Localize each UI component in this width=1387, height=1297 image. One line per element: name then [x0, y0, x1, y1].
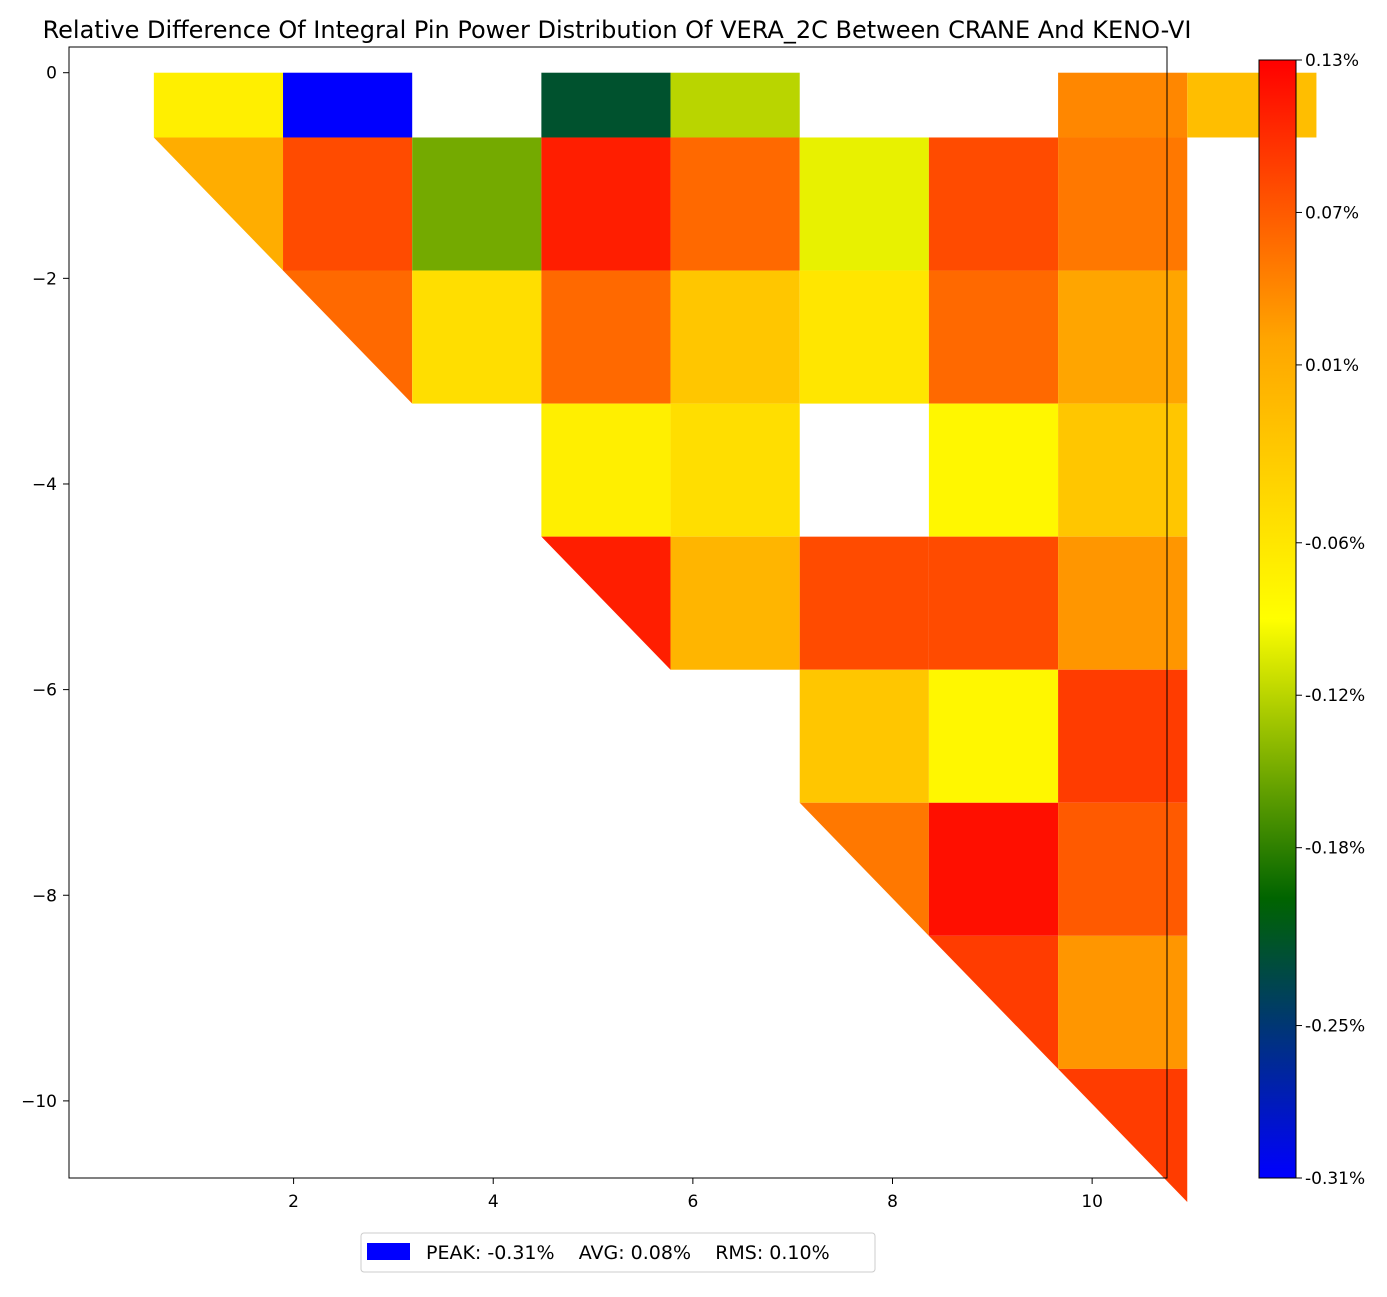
colorbar-tick-label: 0.13% — [1305, 51, 1359, 71]
heatmap-cells — [153, 72, 1317, 1202]
y-tick-label: −6 — [32, 681, 57, 701]
x-tick-label: 8 — [887, 1192, 898, 1212]
heatmap-cell — [928, 669, 1059, 803]
heatmap-cell — [799, 536, 929, 670]
plot-frame — [68, 46, 1168, 1179]
x-axis-ticks: 2 4 6 8 10 — [288, 1178, 1103, 1212]
heatmap-cell — [541, 137, 671, 271]
heatmap-cell — [1058, 137, 1188, 271]
heatmap-cell — [1058, 802, 1188, 936]
heatmap-cell — [1058, 935, 1188, 1069]
heatmap-cell — [928, 802, 1059, 936]
y-tick-label: −8 — [32, 886, 57, 906]
heatmap-cell — [1058, 270, 1188, 404]
legend-swatch — [367, 1243, 410, 1260]
colorbar-tick-label: 0.01% — [1305, 356, 1359, 376]
x-tick-label: 10 — [1081, 1192, 1103, 1212]
heatmap-cell — [153, 72, 284, 138]
legend-stats-text: PEAK: -0.31% AVG: 0.08% RMS: 0.10% — [426, 1242, 830, 1264]
heatmap-cell — [541, 536, 671, 670]
heatmap-cell — [928, 270, 1059, 404]
y-tick-label: 0 — [46, 64, 57, 84]
heatmap-cell — [541, 72, 671, 138]
heatmap-cell — [1058, 72, 1188, 138]
stats-legend: PEAK: -0.31% AVG: 0.08% RMS: 0.10% — [360, 1232, 876, 1273]
heatmap-cell — [412, 270, 542, 404]
heatmap-cell — [670, 536, 800, 670]
heatmap-cell — [283, 270, 413, 404]
heatmap-cell — [1058, 669, 1188, 803]
colorbar-tick-label: 0.07% — [1305, 203, 1359, 223]
heatmap-cell — [670, 270, 800, 404]
heatmap-cell — [799, 802, 929, 936]
heatmap-cell — [153, 137, 284, 271]
heatmap-cell — [541, 403, 671, 537]
heatmap-cell — [1058, 1068, 1188, 1202]
heatmap-cell — [928, 536, 1059, 670]
heatmap-cell — [928, 137, 1059, 271]
legend-frame — [360, 1232, 876, 1273]
colorbar-tick-label: -0.25% — [1305, 1017, 1365, 1037]
chart-title: Relative Difference Of Integral Pin Powe… — [43, 16, 1192, 44]
heatmap-cell — [1187, 72, 1317, 138]
heatmap-cell — [799, 669, 929, 803]
heatmap-cell — [799, 270, 929, 404]
heatmap-cell — [928, 403, 1059, 537]
heatmap-cell — [1058, 536, 1188, 670]
heatmap-cell — [283, 137, 413, 271]
heatmap-cell — [928, 935, 1059, 1069]
heatmap-cell — [1058, 403, 1188, 537]
heatmap-cell — [412, 137, 542, 271]
y-tick-label: −2 — [32, 269, 57, 289]
heatmap-cell — [670, 403, 800, 537]
heatmap-cell — [799, 137, 929, 271]
y-tick-label: −4 — [32, 475, 57, 495]
colorbar-tick-label: -0.12% — [1305, 686, 1365, 706]
colorbar-tick-label: -0.06% — [1305, 534, 1365, 554]
y-tick-label: −10 — [21, 1092, 57, 1112]
y-axis-ticks: 0 −2 −4 −6 −8 −10 — [21, 64, 69, 1112]
x-tick-label: 6 — [687, 1192, 698, 1212]
heatmap-cell — [541, 270, 671, 404]
heatmap-cell — [283, 72, 413, 138]
heatmap-cell — [670, 137, 800, 271]
colorbar-tick-label: -0.18% — [1305, 839, 1365, 859]
heatmap-cell — [670, 72, 800, 138]
x-tick-label: 2 — [288, 1192, 299, 1212]
x-tick-label: 4 — [488, 1192, 499, 1212]
colorbar-tick-label: -0.31% — [1305, 1169, 1365, 1189]
colorbar-ticks: 0.13% 0.07% 0.01% -0.06% -0.12% -0.18% -0.25% -… — [1296, 51, 1365, 1189]
colorbar — [1258, 59, 1297, 1179]
